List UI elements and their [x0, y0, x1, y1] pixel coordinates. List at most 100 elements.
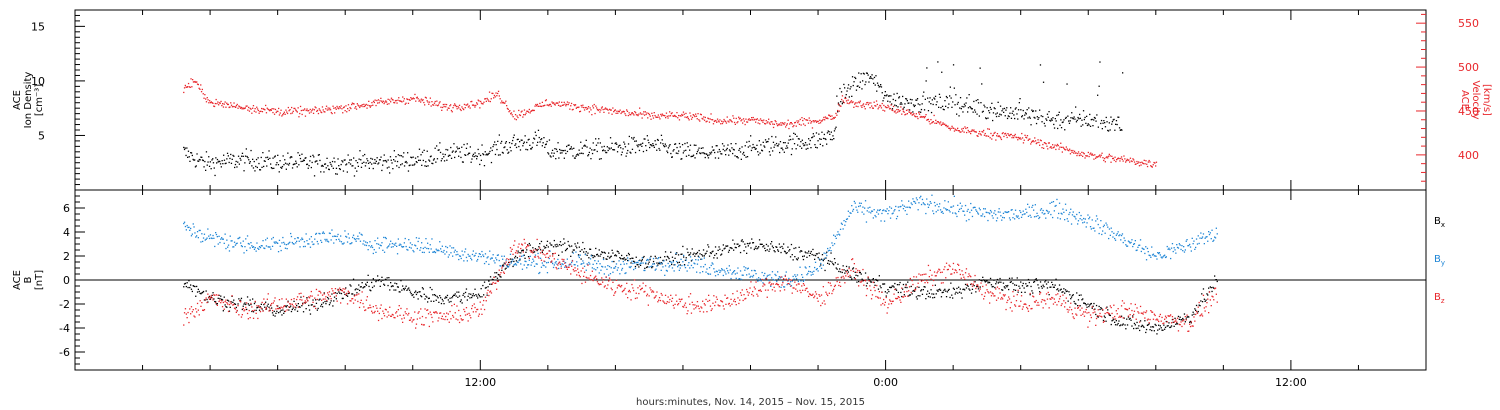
point-density: [256, 166, 258, 169]
point-by: [421, 251, 424, 253]
point-by: [808, 270, 810, 272]
point-density: [224, 162, 226, 165]
point-density: [798, 138, 800, 140]
point-bx: [429, 286, 431, 289]
point-density: [246, 155, 248, 158]
point-by: [978, 207, 980, 209]
point-by: [321, 232, 324, 234]
point-density: [843, 83, 845, 86]
point-density: [447, 149, 449, 151]
point-density: [825, 138, 827, 141]
point-density: [993, 107, 995, 109]
point-velocity: [845, 97, 847, 100]
point-by: [773, 279, 775, 281]
point-by: [814, 266, 816, 269]
point-velocity: [987, 135, 990, 137]
point-bx: [306, 297, 308, 299]
point-bx: [522, 249, 524, 251]
point-velocity: [1000, 138, 1003, 141]
point-velocity: [524, 114, 526, 116]
point-velocity: [427, 101, 429, 103]
point-bx: [319, 298, 321, 300]
point-bx: [710, 252, 712, 255]
point-velocity: [237, 107, 239, 109]
point-density: [567, 144, 569, 146]
point-density: [335, 167, 338, 169]
point-by: [912, 198, 914, 200]
point-bx: [1036, 279, 1038, 282]
point-bx: [1187, 315, 1189, 318]
point-bx: [734, 246, 736, 249]
point-density: [911, 99, 913, 101]
point-density: [837, 102, 840, 104]
point-bx: [645, 263, 647, 265]
point-bx: [676, 252, 678, 254]
point-velocity: [694, 115, 696, 118]
point-velocity: [788, 127, 790, 130]
point-by: [614, 267, 616, 269]
point-by: [609, 273, 612, 275]
point-bx: [1152, 326, 1155, 328]
point-bx: [1140, 325, 1142, 328]
point-density: [816, 147, 818, 149]
point-bx: [755, 245, 757, 248]
point-velocity: [381, 100, 383, 102]
point-by: [384, 236, 387, 239]
point-bx: [242, 305, 244, 307]
point-by: [226, 239, 228, 241]
point-by: [864, 200, 867, 202]
point-velocity: [263, 108, 265, 110]
point-velocity: [511, 114, 513, 116]
point-by: [754, 270, 756, 272]
point-by: [728, 265, 730, 267]
point-density: [1057, 114, 1060, 116]
point-velocity: [355, 106, 357, 108]
point-density: [865, 72, 868, 74]
point-density: [1108, 122, 1110, 124]
point-bx: [778, 243, 780, 245]
point-by: [875, 216, 877, 218]
point-density: [446, 159, 448, 161]
point-by: [465, 256, 468, 259]
point-by: [458, 255, 461, 257]
point-velocity: [973, 129, 975, 131]
point-by: [829, 247, 831, 249]
point-velocity: [260, 110, 262, 112]
point-density: [857, 85, 859, 87]
point-velocity: [922, 116, 924, 118]
point-density: [472, 155, 474, 157]
point-bx: [602, 257, 605, 259]
point-density: [698, 147, 700, 149]
point-velocity: [653, 112, 655, 114]
point-bx: [1090, 302, 1092, 305]
point-velocity: [540, 105, 542, 107]
point-by: [383, 251, 386, 253]
point-bx: [1077, 299, 1080, 301]
point-bx: [418, 291, 420, 293]
point-density: [566, 145, 568, 148]
point-density: [764, 139, 767, 141]
point-by: [220, 238, 222, 240]
point-density: [714, 157, 717, 159]
point-density: [815, 132, 818, 134]
point-by: [774, 273, 776, 276]
point-density: [864, 83, 866, 86]
point-by: [621, 267, 624, 270]
point-density: [880, 86, 883, 88]
point-by: [1027, 215, 1030, 217]
point-velocity: [304, 115, 307, 117]
point-bx: [1037, 284, 1039, 286]
point-velocity: [961, 130, 964, 132]
point-bx: [1111, 320, 1113, 322]
point-velocity: [1116, 159, 1118, 161]
point-density: [613, 149, 615, 151]
point-velocity: [203, 97, 205, 99]
point-density: [998, 115, 1000, 117]
point-velocity: [267, 108, 269, 110]
point-velocity: [960, 131, 962, 133]
point-density: [509, 146, 511, 149]
point-velocity: [433, 102, 436, 104]
point-velocity: [224, 101, 226, 103]
point-velocity: [927, 119, 929, 121]
point-density: [338, 165, 340, 167]
